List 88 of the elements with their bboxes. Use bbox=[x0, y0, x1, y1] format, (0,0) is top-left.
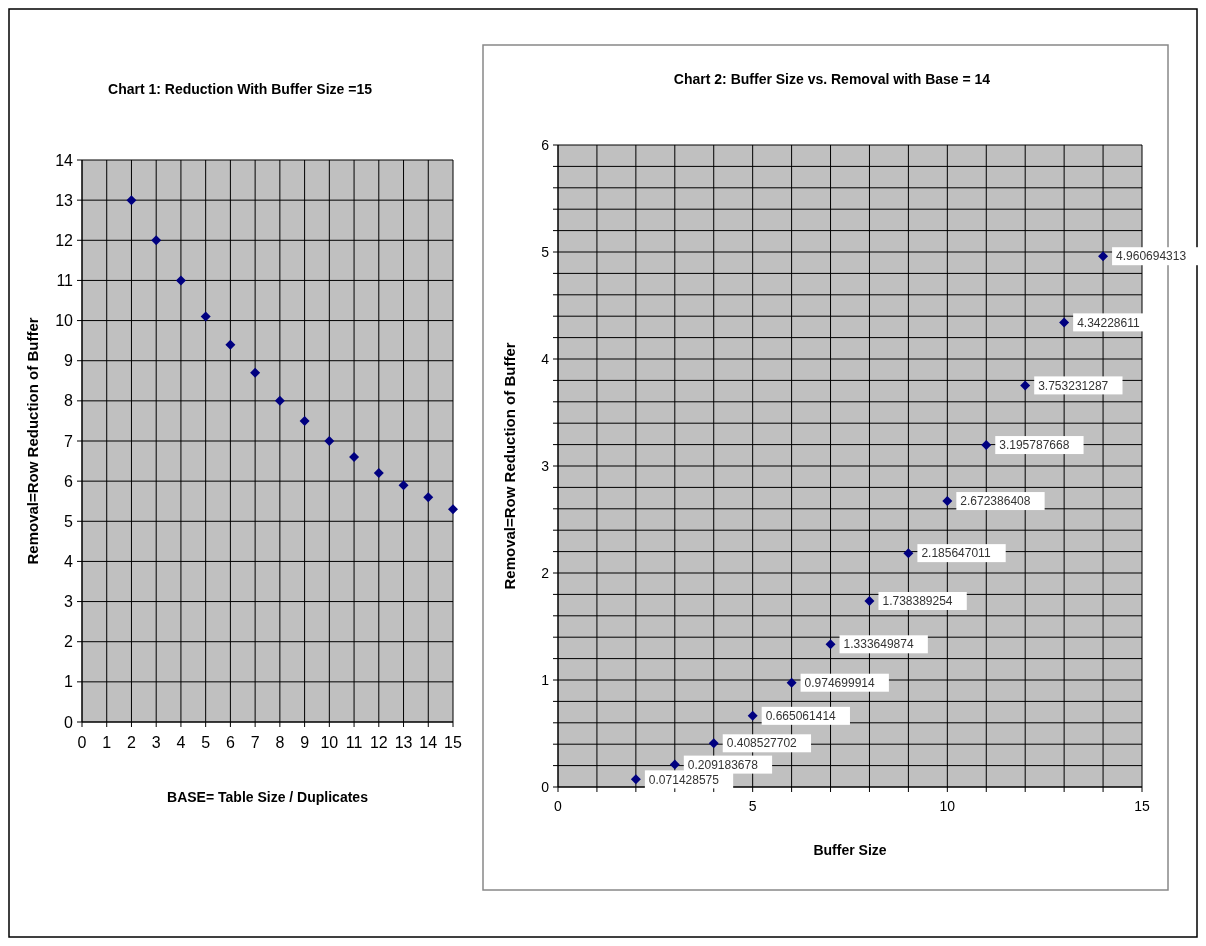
point bbox=[200, 311, 211, 322]
point bbox=[825, 639, 836, 650]
point bbox=[175, 275, 186, 286]
y-tick-label: 14 bbox=[55, 151, 74, 169]
data-label: 2.672386408 bbox=[960, 494, 1031, 509]
point bbox=[448, 504, 458, 515]
point bbox=[981, 440, 992, 451]
point bbox=[274, 395, 285, 406]
point bbox=[225, 339, 236, 350]
y-tick-label: 8 bbox=[64, 392, 74, 410]
x-tick-label: 7 bbox=[250, 734, 260, 751]
y-tick-label: 11 bbox=[56, 272, 74, 290]
y-tick-label: 13 bbox=[55, 191, 74, 209]
data-label: 4.960694313 bbox=[1116, 249, 1187, 264]
data-label: 3.195787668 bbox=[999, 438, 1070, 453]
x-tick-label: 14 bbox=[419, 734, 438, 751]
y-tick-label: 3 bbox=[64, 593, 74, 611]
data-label: 0.974699914 bbox=[804, 675, 875, 690]
point bbox=[942, 496, 953, 507]
point bbox=[1020, 380, 1031, 391]
x-tick-label: 12 bbox=[369, 734, 388, 751]
x-tick-label: 0 bbox=[77, 734, 87, 751]
data-label: 1.738389254 bbox=[882, 594, 953, 609]
point bbox=[630, 774, 641, 785]
y-tick-label: 0 bbox=[541, 778, 550, 795]
point bbox=[1059, 317, 1070, 328]
x-tick-label: 9 bbox=[300, 734, 310, 751]
point bbox=[747, 710, 758, 721]
y-tick-label: 7 bbox=[64, 432, 74, 450]
y-tick-label: 4 bbox=[541, 350, 550, 367]
point bbox=[349, 452, 360, 463]
point bbox=[708, 738, 719, 749]
x-tick-label: 11 bbox=[345, 734, 363, 751]
y-tick-label: 3 bbox=[541, 457, 550, 474]
x-tick-label: 10 bbox=[320, 734, 339, 751]
x-tick-label: 5 bbox=[748, 798, 757, 814]
x-tick-label: 5 bbox=[201, 734, 211, 751]
y-axis-title: Removal=Row Reduction of Buffer bbox=[24, 317, 41, 565]
y-tick-label: 6 bbox=[541, 136, 550, 153]
y-tick-label: 2 bbox=[541, 564, 550, 581]
point bbox=[250, 367, 261, 378]
point bbox=[669, 759, 680, 770]
x-tick-label: 6 bbox=[225, 734, 235, 751]
y-tick-label: 5 bbox=[541, 243, 550, 260]
point bbox=[324, 436, 335, 446]
chart-title: Chart 1: Reduction With Buffer Size =15 bbox=[108, 81, 373, 97]
y-tick-label: 5 bbox=[64, 512, 74, 530]
data-label: 0.665061414 bbox=[765, 709, 837, 724]
point bbox=[398, 480, 409, 491]
data-label: 1.333649874 bbox=[843, 637, 914, 652]
x-tick-label: 13 bbox=[394, 734, 413, 751]
y-tick-label: 2 bbox=[64, 633, 74, 651]
point bbox=[903, 548, 914, 559]
y-tick-label: 10 bbox=[55, 312, 74, 330]
x-axis-title: BASE= Table Size / Duplicates bbox=[167, 789, 369, 805]
point bbox=[151, 235, 162, 246]
x-tick-label: 8 bbox=[275, 734, 285, 751]
x-tick-label: 15 bbox=[1134, 798, 1150, 814]
x-tick-label: 15 bbox=[444, 734, 462, 751]
x-tick-label: 10 bbox=[939, 798, 956, 814]
point bbox=[1098, 251, 1109, 262]
x-tick-label: 4 bbox=[176, 734, 186, 751]
point bbox=[299, 415, 310, 426]
point bbox=[864, 595, 875, 606]
data-label: 2.185647011 bbox=[921, 546, 991, 561]
y-tick-label: 4 bbox=[64, 553, 74, 571]
y-tick-label: 9 bbox=[64, 352, 74, 370]
data-label: 3.753231287 bbox=[1038, 378, 1109, 393]
x-tick-label: 1 bbox=[102, 734, 112, 751]
y-tick-label: 6 bbox=[64, 472, 74, 490]
point bbox=[126, 195, 137, 206]
y-axis-title: Removal=Row Reduction of Buffer bbox=[501, 342, 518, 590]
data-label: 0.071428575 bbox=[648, 772, 720, 787]
point bbox=[786, 677, 797, 688]
point bbox=[373, 468, 384, 479]
point bbox=[423, 492, 434, 503]
y-tick-label: 0 bbox=[64, 713, 74, 731]
y-tick-label: 1 bbox=[64, 673, 74, 691]
x-tick-label: 3 bbox=[151, 734, 161, 751]
x-tick-label: 0 bbox=[554, 798, 563, 814]
y-tick-label: 12 bbox=[55, 231, 74, 249]
data-label: 4.34228611 bbox=[1077, 315, 1140, 330]
data-label: 0.209183678 bbox=[687, 757, 759, 772]
x-tick-label: 2 bbox=[127, 734, 137, 751]
data-label: 0.408527702 bbox=[726, 736, 798, 751]
y-tick-label: 1 bbox=[541, 671, 550, 688]
chart-title: Chart 2: Buffer Size vs. Removal with Base = 14 bbox=[673, 71, 991, 87]
x-axis-title: Buffer Size bbox=[813, 842, 887, 858]
